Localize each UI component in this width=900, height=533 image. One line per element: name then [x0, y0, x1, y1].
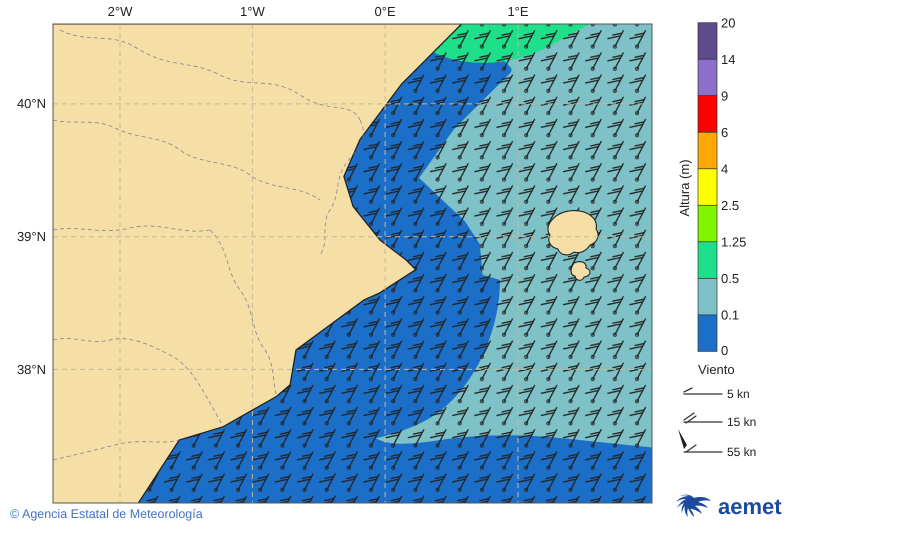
svg-text:2.5: 2.5: [721, 198, 739, 213]
svg-text:© Agencia Estatal de Meteorolo: © Agencia Estatal de Meteorología: [10, 507, 203, 521]
svg-text:55 kn: 55 kn: [727, 445, 756, 459]
svg-text:aemet: aemet: [718, 494, 782, 519]
svg-text:15 kn: 15 kn: [727, 415, 756, 429]
svg-text:0.5: 0.5: [721, 271, 739, 286]
svg-text:39°N: 39°N: [17, 229, 46, 244]
svg-text:6: 6: [721, 125, 728, 140]
svg-text:0: 0: [721, 343, 728, 358]
svg-text:5 kn: 5 kn: [727, 387, 750, 401]
svg-text:Viento: Viento: [698, 362, 735, 377]
svg-text:2°W: 2°W: [108, 4, 133, 19]
svg-text:0.1: 0.1: [721, 308, 739, 323]
svg-text:0°E: 0°E: [375, 4, 396, 19]
svg-text:1°E: 1°E: [507, 4, 528, 19]
svg-text:38°N: 38°N: [17, 362, 46, 377]
svg-text:1.25: 1.25: [721, 235, 746, 250]
svg-text:9: 9: [721, 89, 728, 104]
svg-text:14: 14: [721, 52, 735, 67]
svg-text:20: 20: [721, 16, 735, 31]
svg-text:Altura (m): Altura (m): [677, 159, 692, 216]
svg-text:4: 4: [721, 162, 728, 177]
svg-text:40°N: 40°N: [17, 96, 46, 111]
svg-text:1°W: 1°W: [240, 4, 265, 19]
